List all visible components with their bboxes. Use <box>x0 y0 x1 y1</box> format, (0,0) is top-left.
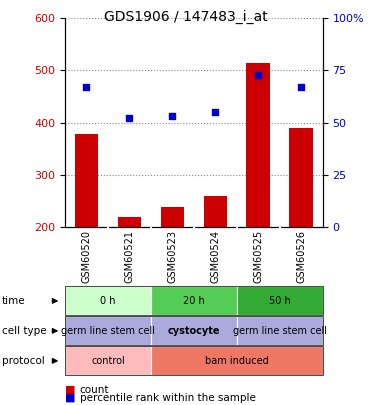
Bar <box>204 196 227 227</box>
Text: ■: ■ <box>65 393 75 403</box>
Point <box>170 113 175 119</box>
Point <box>298 84 304 90</box>
Text: GDS1906 / 147483_i_at: GDS1906 / 147483_i_at <box>104 10 267 24</box>
Point <box>127 115 132 122</box>
Point <box>212 109 218 115</box>
Text: germ line stem cell: germ line stem cell <box>233 326 327 336</box>
Text: cystocyte: cystocyte <box>168 326 220 336</box>
Text: GSM60521: GSM60521 <box>124 230 134 283</box>
Text: GSM60523: GSM60523 <box>167 230 177 283</box>
Bar <box>289 128 313 227</box>
Text: 0 h: 0 h <box>100 296 116 306</box>
Bar <box>246 62 270 227</box>
Text: time: time <box>2 296 26 306</box>
Text: GSM60525: GSM60525 <box>253 230 263 283</box>
Bar <box>118 217 141 227</box>
Text: control: control <box>91 356 125 366</box>
Bar <box>161 207 184 227</box>
Text: protocol: protocol <box>2 356 45 366</box>
Text: cell type: cell type <box>2 326 46 336</box>
Text: 20 h: 20 h <box>183 296 205 306</box>
Point <box>255 71 261 78</box>
Text: GSM60524: GSM60524 <box>210 230 220 283</box>
Text: bam induced: bam induced <box>205 356 269 366</box>
Text: percentile rank within the sample: percentile rank within the sample <box>80 393 256 403</box>
Text: ■: ■ <box>65 385 75 394</box>
Bar <box>75 134 98 227</box>
Point <box>83 84 89 90</box>
Text: count: count <box>80 385 109 394</box>
Text: 50 h: 50 h <box>269 296 290 306</box>
Text: GSM60520: GSM60520 <box>81 230 91 283</box>
Text: GSM60526: GSM60526 <box>296 230 306 283</box>
Text: germ line stem cell: germ line stem cell <box>61 326 155 336</box>
